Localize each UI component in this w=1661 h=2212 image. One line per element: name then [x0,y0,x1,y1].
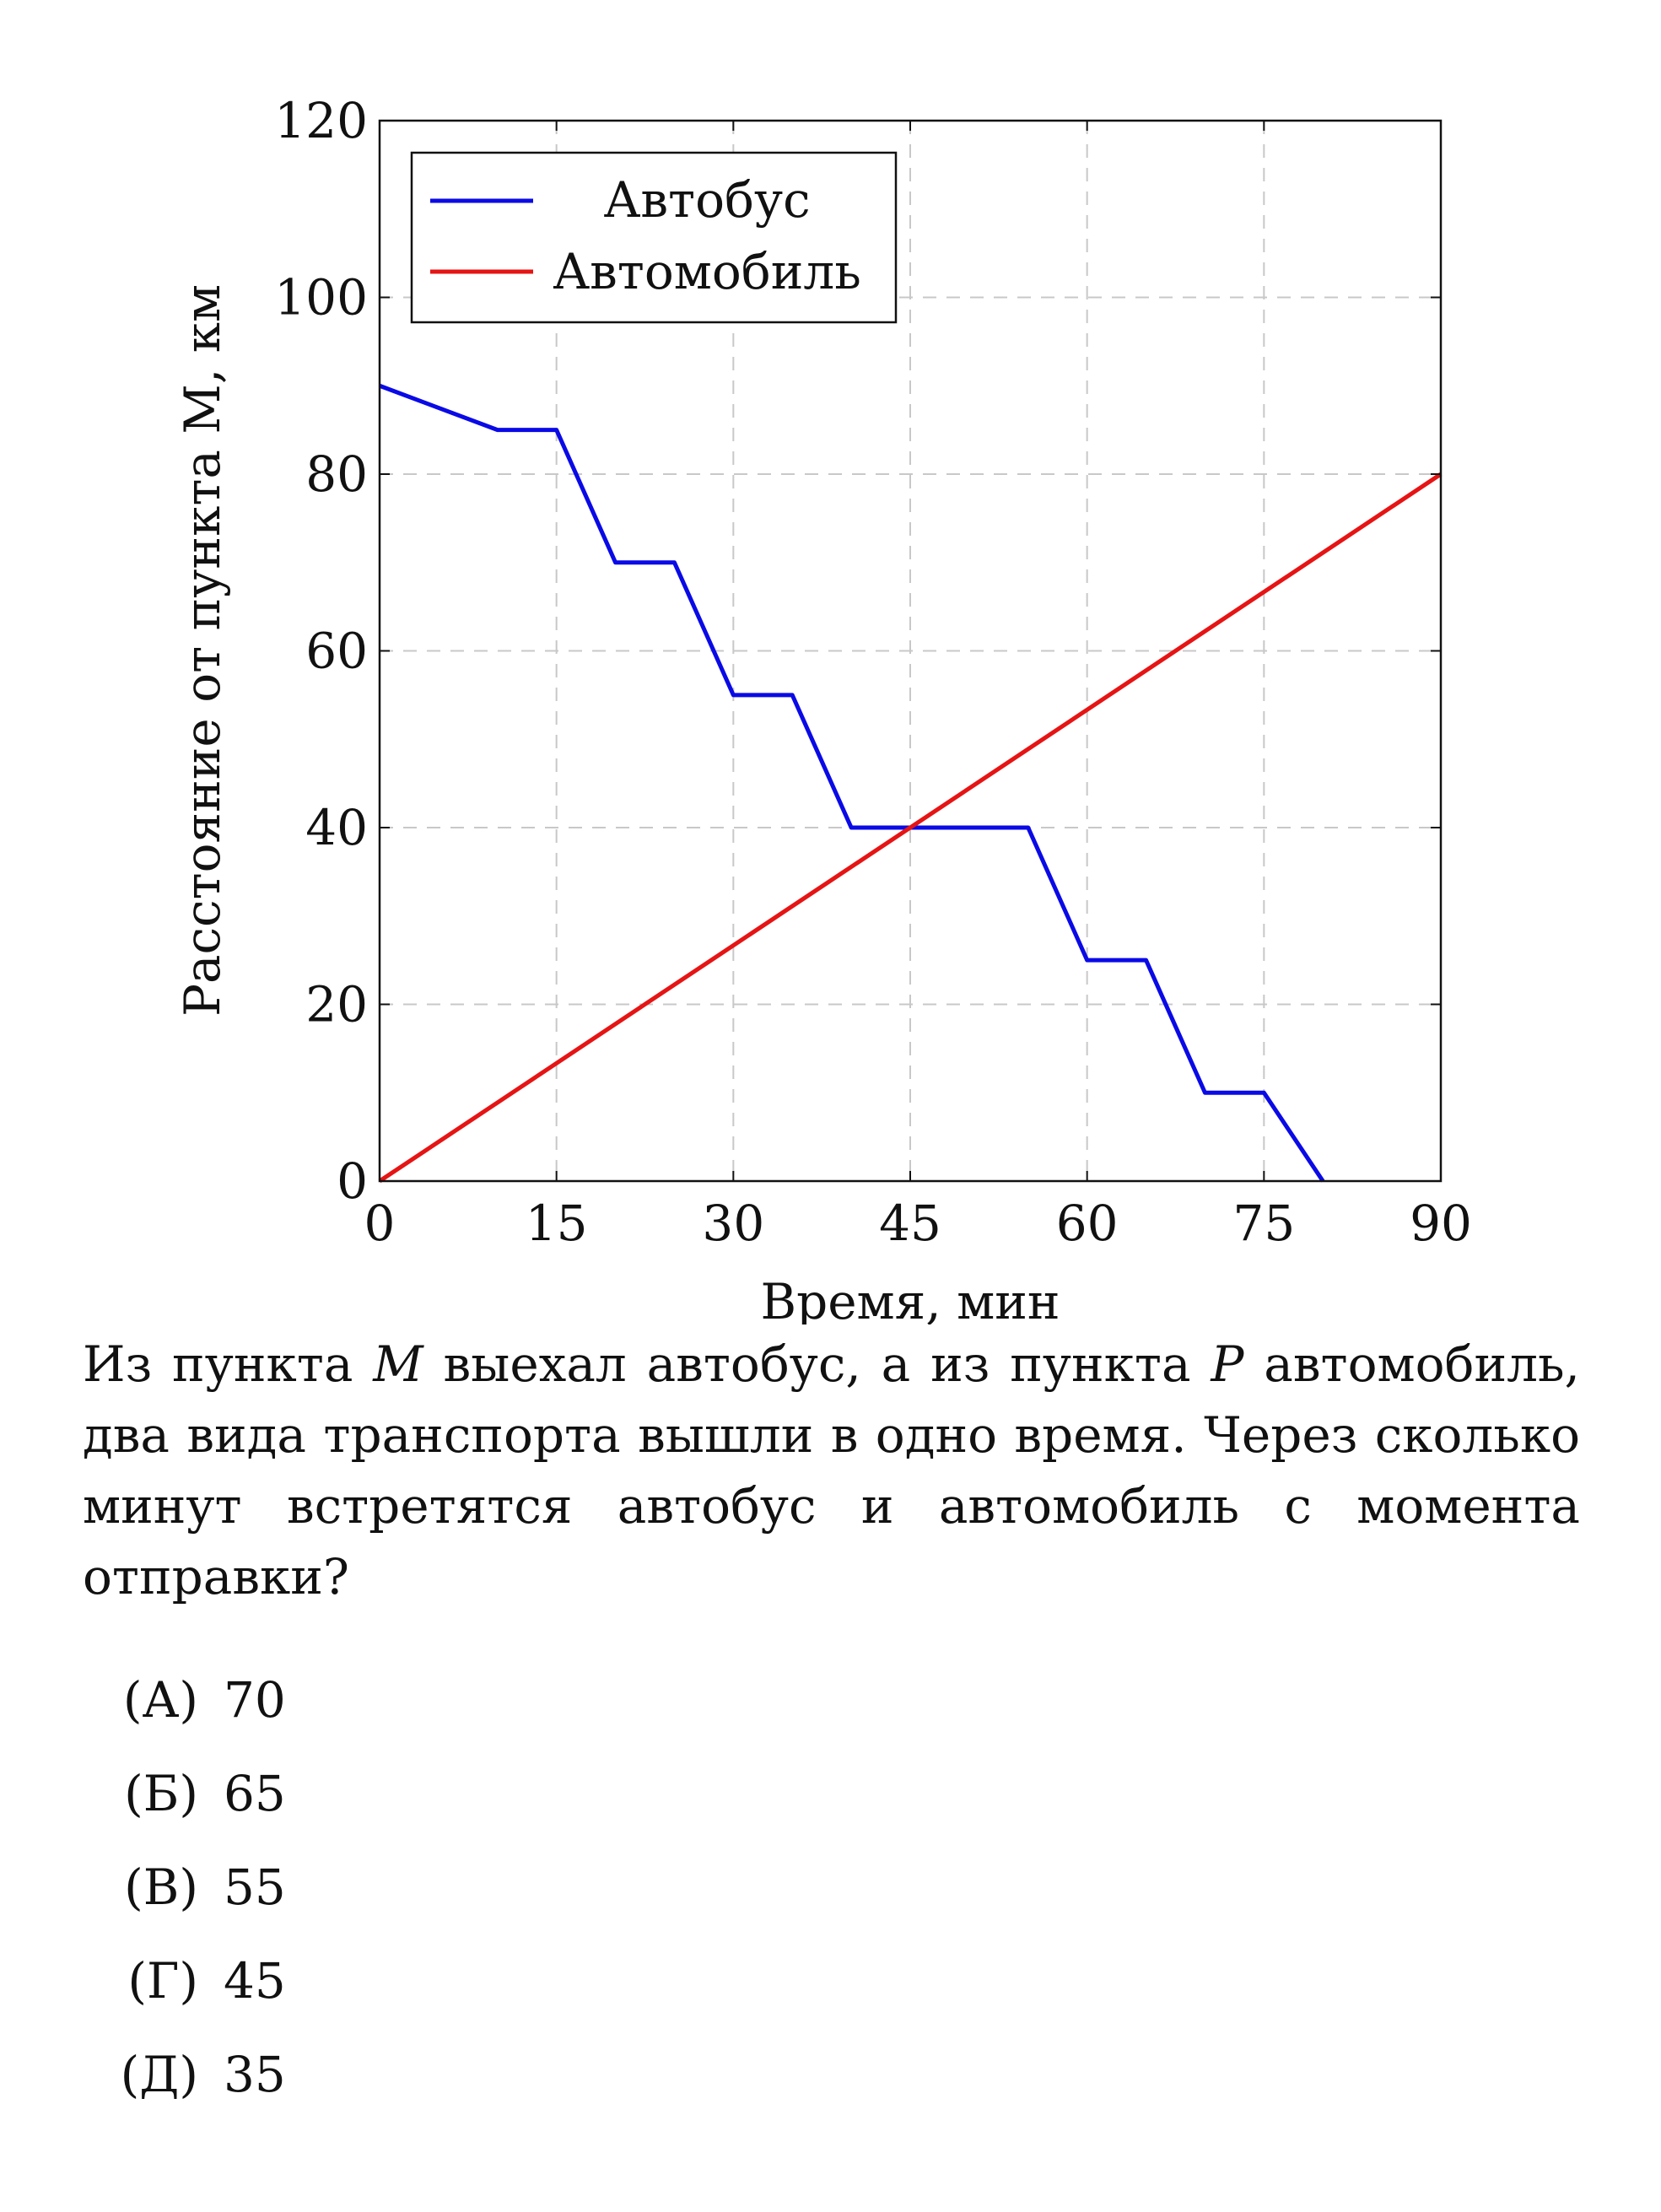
x-tick-label: 15 [526,1195,588,1252]
option-value: 55 [224,1859,286,1916]
legend: Автобус Автомобиль [410,151,898,324]
option-letter: (В) [124,1859,198,1916]
point-p-variable: P [1211,1335,1244,1393]
series-line-car [378,472,1443,1184]
x-tick-label: 45 [879,1195,941,1252]
legend-label-car: Автомобиль [553,243,861,300]
series-line-bus [379,383,1325,1183]
y-tick-label: 60 [305,623,368,680]
x-tick-label: 90 [1410,1195,1472,1252]
y-tick-label: 20 [305,976,368,1033]
question-text: Из пункта M выехал автобус, а из пункта … [83,1329,1580,1612]
answer-option-v[interactable]: (В) 55 [84,1853,286,1947]
option-letter: (Б) [124,1765,198,1822]
y-tick-label: 100 [274,269,368,326]
option-value: 65 [224,1765,286,1822]
option-value: 70 [224,1671,286,1729]
answer-option-d[interactable]: (Д) 35 [84,2041,286,2134]
question-text-part: автомобиль, два вида транспорта вышли в … [83,1335,1580,1605]
question-text-part: выехал автобус, а из пункта [423,1335,1211,1393]
y-tick-label: 120 [274,92,368,149]
answer-options: (А) 70 (Б) 65 (В) 55 (Г) 45 (Д) 35 [84,1666,286,2134]
y-axis-label: Расстояние от пункта М, км [174,284,231,1017]
legend-label-bus: Автобус [603,171,810,229]
y-tick-label: 0 [337,1152,368,1210]
option-value: 35 [224,2046,286,2103]
x-axis-label: Время, мин [760,1273,1060,1325]
series-lines [378,383,1443,1184]
ticks: 0 15 30 45 60 75 90 0 20 40 60 80 100 120 [274,92,1472,1252]
answer-option-g[interactable]: (Г) 45 [84,1947,286,2041]
x-tick-label: 60 [1056,1195,1119,1252]
y-tick-label: 40 [305,799,368,856]
option-value: 45 [224,1952,286,2010]
x-tick-label: 30 [702,1195,764,1252]
option-letter: (Г) [127,1952,198,2010]
question-text-part: Из пункта [83,1335,374,1393]
y-tick-label: 80 [305,445,368,503]
answer-option-a[interactable]: (А) 70 [84,1666,286,1760]
x-tick-label: 0 [364,1195,396,1252]
x-tick-label: 75 [1232,1195,1295,1252]
legend-box [410,151,898,324]
option-letter: (Д) [120,2046,198,2103]
option-letter: (А) [122,1671,198,1729]
distance-time-chart: 0 15 30 45 60 75 90 0 20 40 60 80 100 120 Автобус Авт… [174,92,1472,1325]
point-m-variable: M [373,1335,423,1393]
answer-option-b[interactable]: (Б) 65 [84,1760,286,1853]
